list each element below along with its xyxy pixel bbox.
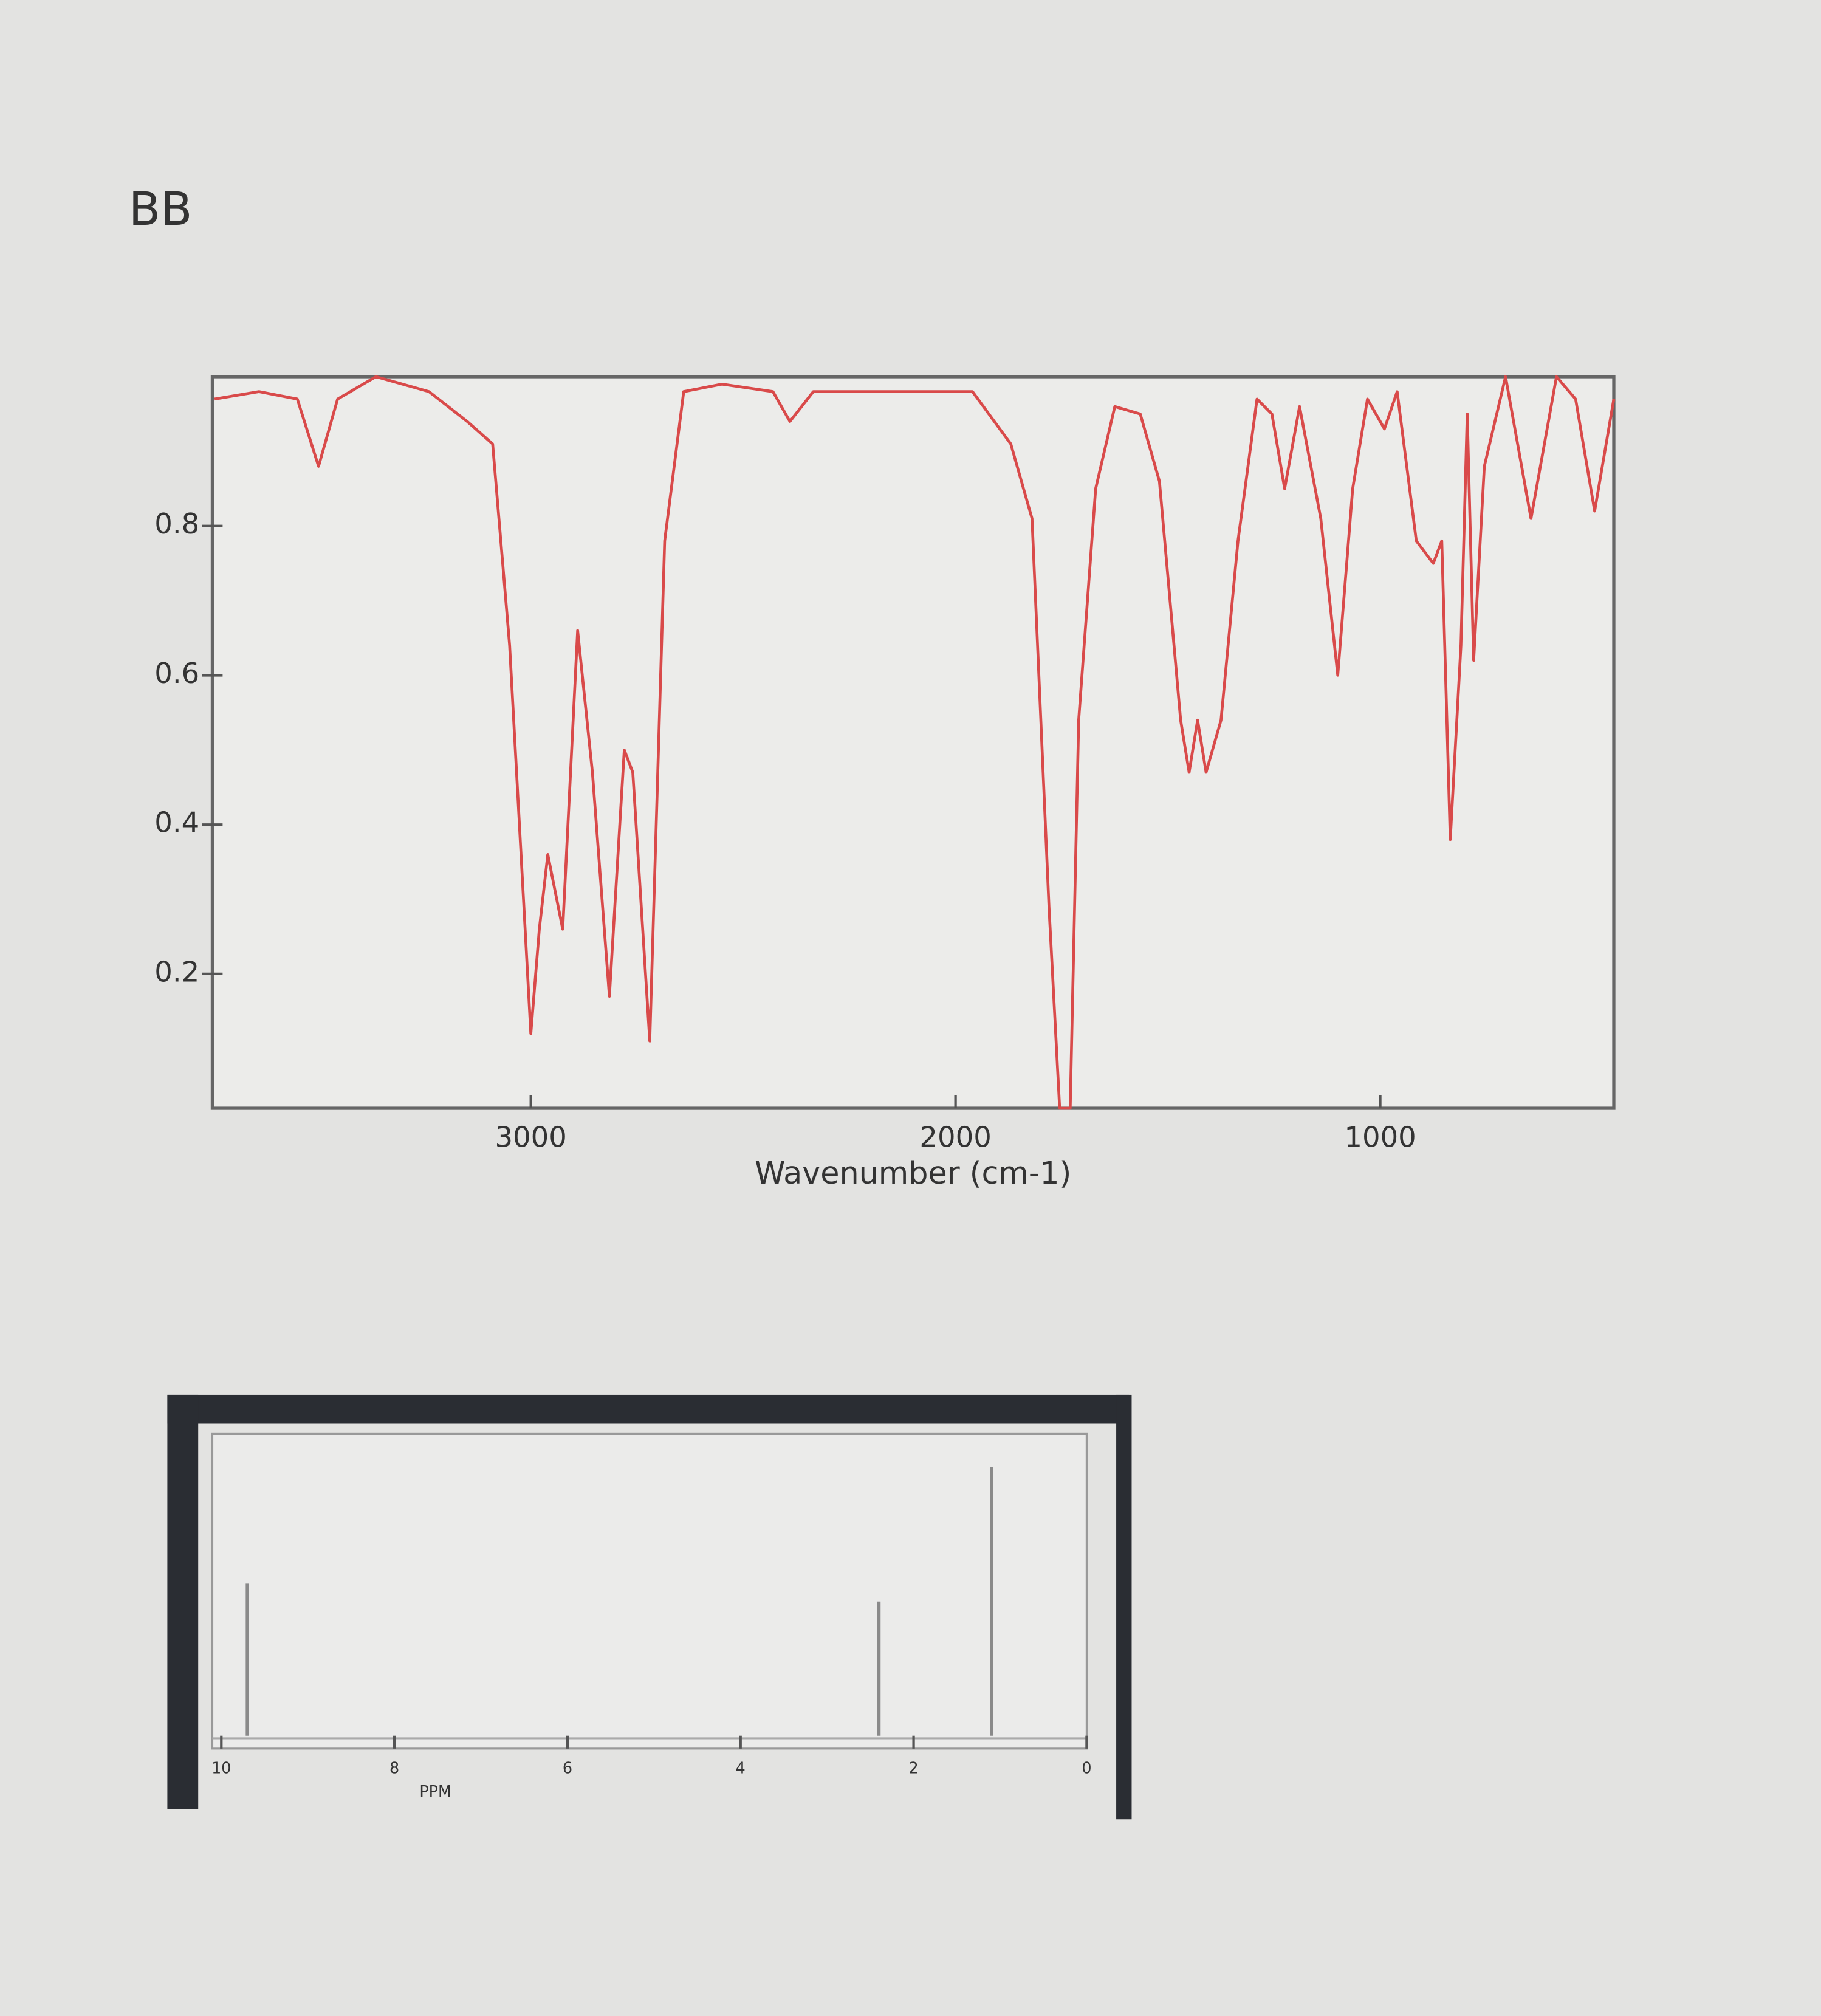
- x-tick-label: 1000: [1344, 1120, 1416, 1153]
- y-tick-label: 0.6: [154, 657, 199, 690]
- nmr-window-top: [167, 1394, 1130, 1424]
- x-tick-label: 0: [1082, 1759, 1091, 1777]
- x-tick-label: 6: [563, 1759, 572, 1777]
- y-tick-label: 0.4: [154, 806, 199, 839]
- nmr-window-right: [1116, 1394, 1132, 1820]
- x-tick-label: 3000: [495, 1120, 566, 1153]
- y-tick-label: 0.2: [154, 955, 199, 988]
- page-label: BB: [129, 182, 193, 236]
- nmr-window-left: [167, 1394, 199, 1809]
- y-tick-label: 0.8: [154, 507, 199, 540]
- nmr-plot-frame: [211, 1432, 1088, 1750]
- x-axis-label: PPM: [419, 1782, 451, 1800]
- x-tick-label: 8: [389, 1759, 399, 1777]
- x-tick-label: 2000: [919, 1120, 991, 1153]
- ir-plot-frame: [210, 375, 1616, 1110]
- x-axis-label: Wavenumber (cm-1): [755, 1155, 1071, 1191]
- x-tick-label: 4: [736, 1759, 746, 1777]
- spectrum-line: [214, 375, 1616, 1110]
- x-tick-label: 2: [909, 1759, 919, 1777]
- x-tick-label: 10: [211, 1759, 231, 1777]
